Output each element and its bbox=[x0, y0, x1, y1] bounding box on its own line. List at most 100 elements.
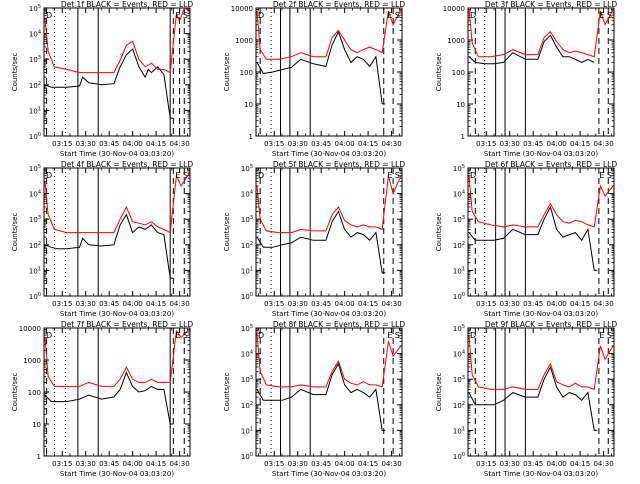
chart-title: Det 2f BLACK = Events, RED = LLD bbox=[273, 0, 406, 9]
series-line-events bbox=[468, 34, 595, 65]
plot-frame bbox=[467, 327, 615, 457]
y-axis-label: Counts/sec bbox=[435, 213, 443, 252]
x-tick-label: 04:15 bbox=[570, 300, 590, 308]
series-group bbox=[44, 173, 190, 279]
x-tick-label: 04:30 bbox=[169, 300, 189, 308]
y-tick-label: 100 bbox=[241, 452, 253, 461]
chart-title: Det 7f BLACK = Events, RED = LLD bbox=[61, 320, 194, 329]
x-tick-label: 03:30 bbox=[288, 140, 308, 148]
chart-title: Det 3f BLACK = Events, RED = LLD bbox=[485, 0, 618, 9]
y-tick-label: 102 bbox=[453, 401, 465, 410]
y-tick-label: 101 bbox=[453, 266, 465, 275]
x-tick-label: 03:15 bbox=[476, 300, 496, 308]
x-tick-label: 03:15 bbox=[52, 140, 72, 148]
y-axis-label: Counts/sec bbox=[11, 53, 19, 92]
plot-frame bbox=[255, 327, 403, 457]
y-tick-label: 101 bbox=[29, 106, 41, 115]
x-tick-label: 03:30 bbox=[76, 460, 96, 468]
x-tick-label: 03:15 bbox=[476, 460, 496, 468]
y-tick-label: 103 bbox=[453, 375, 465, 384]
y-tick-label: 10000 bbox=[231, 5, 253, 13]
series-line-lld bbox=[468, 335, 614, 391]
corner-label-right: E S bbox=[175, 331, 188, 340]
y-tick-label: 1 bbox=[249, 133, 253, 141]
x-tick-label: 04:30 bbox=[169, 460, 189, 468]
x-axis-label: Start Time (30-Nov-04 03:03:20) bbox=[484, 310, 598, 318]
x-tick-label: 04:30 bbox=[593, 140, 613, 148]
x-tick-label: 04:00 bbox=[123, 140, 143, 148]
y-axis-label: Counts/sec bbox=[223, 373, 231, 412]
series-group bbox=[256, 333, 402, 431]
x-tick-label: 03:15 bbox=[476, 140, 496, 148]
x-tick-label: 03:15 bbox=[264, 140, 284, 148]
corner-label-right: E S bbox=[387, 171, 400, 180]
y-tick-label: 1000 bbox=[447, 37, 465, 45]
y-tick-label: 105 bbox=[29, 4, 41, 13]
y-axis-label: Counts/sec bbox=[223, 53, 231, 92]
corner-label-left: D bbox=[258, 171, 264, 180]
y-tick-label: 100 bbox=[29, 292, 41, 301]
x-tick-label: 04:15 bbox=[146, 140, 166, 148]
x-tick-label: 03:30 bbox=[500, 300, 520, 308]
x-axis-label: Start Time (30-Nov-04 03:03:20) bbox=[272, 310, 386, 318]
x-tick-label: 03:30 bbox=[76, 300, 96, 308]
x-tick-label: 04:00 bbox=[547, 300, 567, 308]
y-tick-label: 104 bbox=[29, 30, 41, 39]
y-tick-label: 103 bbox=[29, 215, 41, 224]
y-tick-label: 100 bbox=[29, 132, 41, 141]
chart-title: Det 5f BLACK = Events, RED = LLD bbox=[273, 160, 406, 169]
corner-label-right: E S bbox=[387, 331, 400, 340]
x-tick-label: 04:15 bbox=[358, 140, 378, 148]
x-tick-label: 03:30 bbox=[288, 300, 308, 308]
plot-frame bbox=[43, 327, 191, 457]
y-tick-label: 103 bbox=[453, 215, 465, 224]
series-line-events bbox=[44, 48, 174, 119]
corner-label-left: D bbox=[46, 171, 52, 180]
y-tick-label: 1 bbox=[461, 133, 465, 141]
y-tick-label: 105 bbox=[29, 164, 41, 173]
y-tick-label: 105 bbox=[453, 324, 465, 333]
series-group bbox=[468, 175, 614, 271]
y-tick-label: 102 bbox=[241, 241, 253, 250]
y-tick-label: 100 bbox=[453, 452, 465, 461]
series-group bbox=[468, 9, 614, 65]
x-tick-label: 03:45 bbox=[523, 140, 543, 148]
corner-label-left: D bbox=[470, 331, 476, 340]
series-line-lld bbox=[256, 9, 402, 60]
series-line-lld bbox=[468, 175, 614, 228]
x-tick-label: 04:30 bbox=[381, 460, 401, 468]
x-tick-label: 03:45 bbox=[99, 140, 119, 148]
x-tick-label: 03:30 bbox=[500, 460, 520, 468]
corner-label-right: E S bbox=[599, 11, 612, 20]
x-axis-label: Start Time (30-Nov-04 03:03:20) bbox=[60, 150, 174, 158]
y-tick-label: 103 bbox=[29, 55, 41, 64]
y-tick-label: 104 bbox=[453, 350, 465, 359]
series-group bbox=[256, 9, 402, 105]
x-tick-label: 03:30 bbox=[76, 140, 96, 148]
corner-label-left: D bbox=[470, 11, 476, 20]
corner-label-left: D bbox=[470, 171, 476, 180]
chart-title: Det 1f BLACK = Events, RED = LLD bbox=[61, 0, 194, 9]
x-tick-label: 04:00 bbox=[335, 300, 355, 308]
x-tick-label: 04:15 bbox=[358, 300, 378, 308]
x-tick-label: 04:30 bbox=[593, 460, 613, 468]
x-tick-label: 04:00 bbox=[547, 460, 567, 468]
x-tick-label: 04:00 bbox=[123, 300, 143, 308]
plot-frame bbox=[255, 7, 403, 137]
y-tick-label: 1000 bbox=[23, 357, 41, 365]
y-tick-label: 1000 bbox=[235, 37, 253, 45]
y-tick-label: 100 bbox=[240, 69, 253, 77]
plot-frame bbox=[467, 7, 615, 137]
y-tick-label: 105 bbox=[241, 164, 253, 173]
series-line-events bbox=[44, 371, 174, 425]
x-tick-label: 03:15 bbox=[52, 460, 72, 468]
x-tick-label: 03:15 bbox=[52, 300, 72, 308]
y-tick-label: 100 bbox=[241, 292, 253, 301]
x-axis-label: Start Time (30-Nov-04 03:03:20) bbox=[60, 310, 174, 318]
y-tick-label: 101 bbox=[453, 426, 465, 435]
